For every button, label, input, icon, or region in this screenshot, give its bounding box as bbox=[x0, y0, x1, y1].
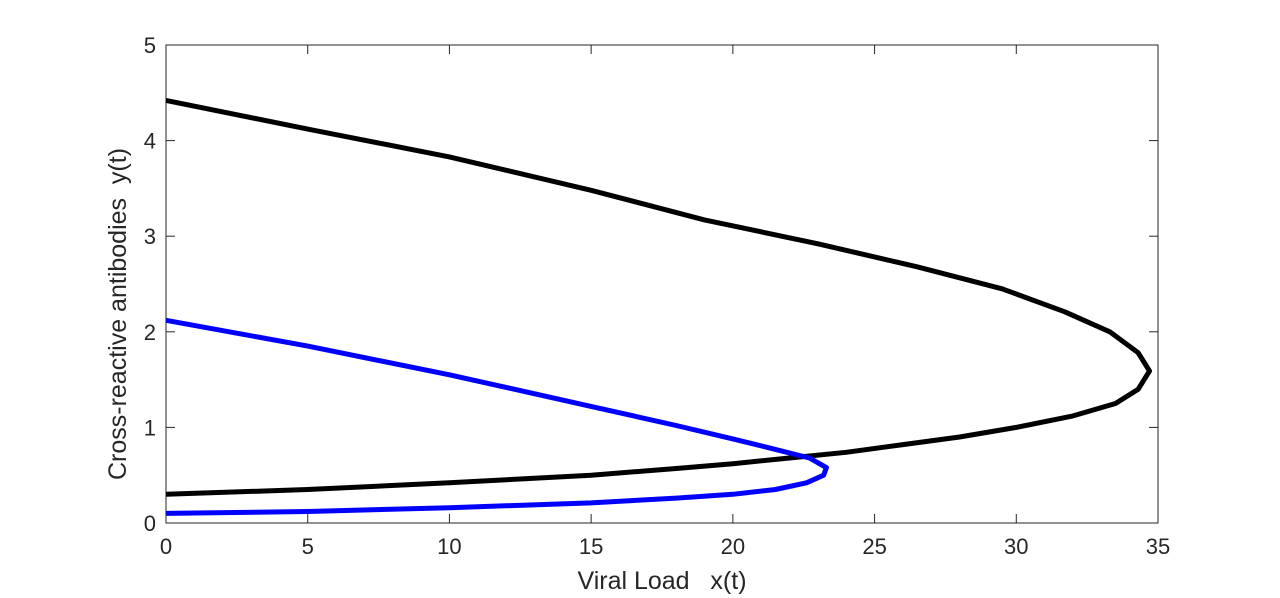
y-tick-label: 1 bbox=[144, 415, 156, 440]
tick-layer: 0 5 10 15 20 25 30 35 0 1 2 3 4 5 bbox=[144, 33, 1170, 559]
x-tick-label: 15 bbox=[579, 534, 603, 559]
x-tick-label: 20 bbox=[721, 534, 745, 559]
y-tick-label: 4 bbox=[144, 129, 156, 154]
x-tick-label: 5 bbox=[302, 534, 314, 559]
x-tick-label: 30 bbox=[1004, 534, 1028, 559]
x-tick-label: 25 bbox=[862, 534, 886, 559]
y-tick-label: 0 bbox=[144, 511, 156, 536]
y-tick-label: 5 bbox=[144, 33, 156, 58]
y-tick-label: 3 bbox=[144, 224, 156, 249]
y-tick-label: 2 bbox=[144, 320, 156, 345]
x-tick-label: 35 bbox=[1146, 534, 1170, 559]
plot-frame bbox=[165, 44, 1159, 524]
x-axis-label: Viral Load x(t) bbox=[577, 567, 746, 595]
y-axis-label: Cross-reactive antibodies y(t) bbox=[104, 148, 132, 480]
x-tick-label: 0 bbox=[160, 534, 172, 559]
x-tick-label: 10 bbox=[437, 534, 461, 559]
series-line-2 bbox=[165, 317, 829, 516]
plot-area bbox=[165, 44, 1159, 524]
series-layer bbox=[165, 97, 1152, 516]
series-line-1 bbox=[165, 97, 1152, 497]
